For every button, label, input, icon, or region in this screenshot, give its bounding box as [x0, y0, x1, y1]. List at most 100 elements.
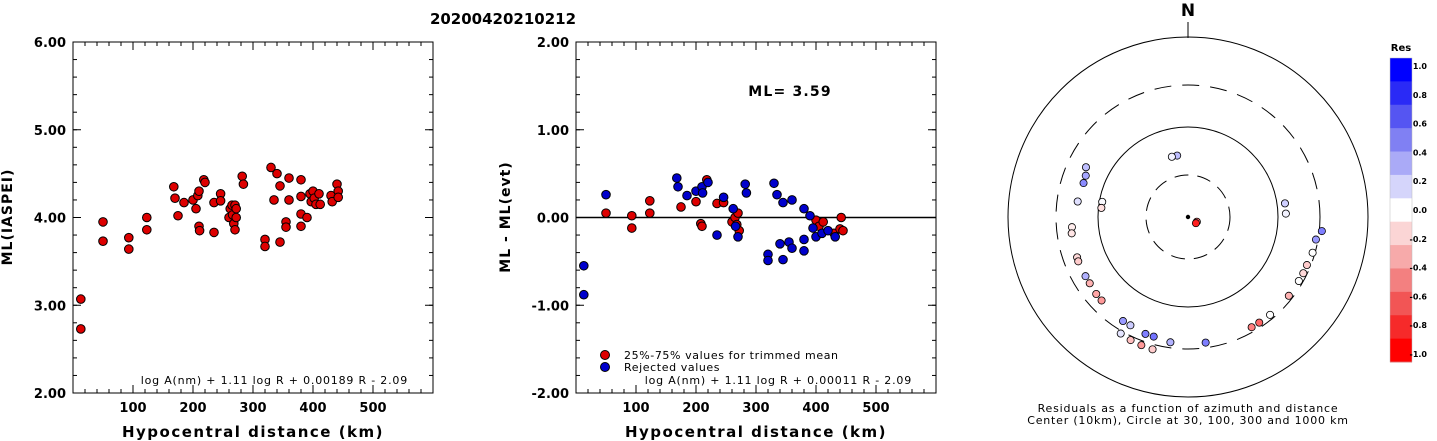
- data-point-series-0: [601, 208, 611, 218]
- data-point: [194, 186, 204, 196]
- data-point: [284, 195, 294, 205]
- polar-point: [1201, 338, 1210, 347]
- data-point-series-1: [805, 210, 815, 221]
- data-point-series-1: [697, 188, 708, 198]
- figure-title: 20200420210212: [430, 10, 576, 28]
- y-tick-label-1: 4.00: [34, 212, 66, 227]
- polar-point: [1284, 291, 1293, 300]
- data-point-series-1: [733, 232, 743, 242]
- data-point-series-1: [673, 181, 683, 192]
- data-point-series-1: [808, 223, 818, 233]
- data-point-series-1: [823, 225, 833, 236]
- polar-point: [1255, 318, 1264, 327]
- circle-1000km: [1007, 36, 1369, 398]
- y-axis-label-1: ML(IASPEI): [0, 169, 16, 266]
- data-point-series-0: [645, 208, 655, 218]
- data-point: [238, 179, 249, 189]
- data-point-series-1: [775, 239, 785, 249]
- data-point: [142, 224, 152, 235]
- colorbar-ticks: 1.0 0.8 0.6 0.4 0.2 0.0 -0.2 -0.4 -0.6 -0.8 -1.0: [1410, 62, 1428, 359]
- panel-azimuth: N Residuals as a function of azimuth and…: [1007, 1, 1369, 427]
- polar-points: [1067, 151, 1326, 354]
- colorbar-tick-label: -0.4: [1410, 264, 1428, 273]
- polar-point: [1247, 323, 1256, 332]
- data-point: [237, 171, 247, 182]
- data-point-series-0: [697, 221, 707, 232]
- polar-point: [1074, 257, 1083, 266]
- circle-100km: [1097, 126, 1279, 308]
- data-point-series-1: [579, 289, 589, 300]
- data-point-series-1: [763, 255, 773, 266]
- data-point-series-0: [676, 202, 686, 212]
- colorbar-swatch: [1390, 338, 1412, 363]
- polar-point: [1137, 341, 1146, 350]
- legend-label-trimmed: 25%-75% values for trimmed mean: [624, 349, 839, 362]
- data-point-series-0: [627, 210, 637, 221]
- colorbar-tick-label: 0.6: [1413, 120, 1428, 129]
- colorbar: Res 1.0 0.8 0.6 0.4 0.2 0.0 -0.2 -0.4 -0.6 -0.8 -1…: [1389, 43, 1428, 363]
- data-point: [296, 174, 306, 185]
- data-point-series-1: [703, 177, 713, 188]
- x-tick-label-2: 500: [862, 401, 889, 416]
- polar-point: [1191, 219, 1200, 228]
- formula-2: log A(nm) + 1.11 log R + 0.00011 R - 2.0…: [645, 374, 912, 387]
- axis-ticks-2: -2.00 -1.00 0.00 1.00 2.00 100 200 300 400 500: [532, 36, 936, 416]
- colorbar-swatches: [1389, 57, 1413, 363]
- colorbar-tick-label: -0.2: [1410, 235, 1428, 244]
- data-point-series-1: [712, 230, 722, 240]
- data-points-1: [76, 162, 344, 334]
- y-axis-label-2: ML - ML(evt): [498, 161, 514, 272]
- polar-point: [1308, 248, 1317, 257]
- legend: 25%-75% values for trimmed mean Rejected…: [600, 349, 839, 374]
- x-axis-label-1: Hypocentral distance (km): [122, 423, 384, 441]
- data-point-series-1: [787, 243, 797, 254]
- panel-residuals: -2.00 -1.00 0.00 1.00 2.00 100 200 300 400 500 ML…: [498, 36, 937, 441]
- colorbar-swatch: [1390, 128, 1412, 152]
- y-tick-label-2: 2.00: [537, 36, 569, 51]
- data-points-2: [579, 173, 848, 300]
- data-point: [173, 210, 183, 221]
- data-point-series-1: [830, 232, 841, 242]
- data-point: [200, 177, 210, 188]
- data-point-series-0: [818, 217, 829, 227]
- data-point-series-0: [645, 196, 655, 206]
- north-label: N: [1181, 1, 1195, 21]
- data-point-series-0: [838, 225, 848, 236]
- polar-point: [1126, 336, 1135, 345]
- legend-marker-rejected: [600, 362, 610, 372]
- legend-marker-trimmed: [600, 350, 610, 360]
- data-point-series-1: [778, 254, 788, 265]
- data-point-series-1: [799, 246, 809, 256]
- polar-point: [1149, 332, 1158, 341]
- data-point: [260, 241, 270, 252]
- colorbar-tick-label: 0.4: [1413, 148, 1428, 157]
- polar-point: [1126, 321, 1135, 330]
- polar-point: [1299, 269, 1308, 278]
- polar-point: [1067, 229, 1076, 238]
- data-point: [272, 168, 282, 179]
- colorbar-swatch: [1390, 315, 1412, 340]
- polar-point: [1166, 338, 1175, 347]
- polar-point: [1116, 329, 1125, 338]
- data-point-series-1: [730, 221, 741, 232]
- data-point: [302, 212, 312, 223]
- colorbar-tick-label: -0.6: [1410, 292, 1428, 301]
- data-point: [98, 236, 108, 246]
- data-point-series-1: [579, 260, 589, 271]
- axis-ticks-1: 2.00 3.00 4.00 5.00 6.00 100 200 300 400 500: [34, 36, 433, 416]
- polar-point: [1081, 272, 1090, 281]
- panel-magnitude: 2.00 3.00 4.00 5.00 6.00 100 200 300 400 500 log …: [0, 36, 434, 441]
- colorbar-frame: [1389, 57, 1413, 363]
- colorbar-title: Res: [1391, 43, 1411, 54]
- colorbar-swatch: [1390, 268, 1412, 293]
- data-point-series-1: [799, 203, 809, 214]
- colorbar-swatch: [1390, 221, 1412, 246]
- data-point: [169, 181, 179, 192]
- y-tick-label-1: 3.00: [34, 299, 66, 314]
- colorbar-tick-label: 0.8: [1413, 91, 1428, 100]
- y-tick-label-2: -1.00: [532, 299, 569, 314]
- polar-point: [1311, 235, 1320, 244]
- polar-point: [1085, 279, 1094, 288]
- data-point-series-1: [672, 173, 682, 183]
